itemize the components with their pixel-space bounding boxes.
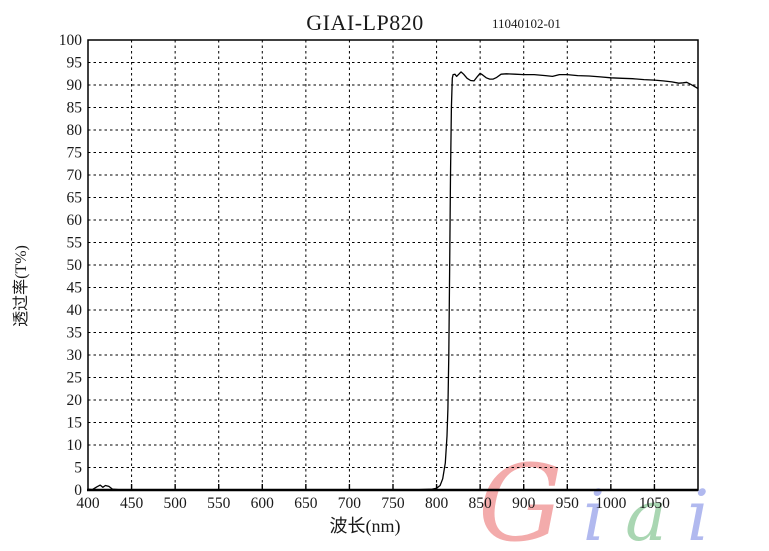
y-tick-label: 0: [74, 482, 82, 499]
y-tick-label: 25: [67, 370, 83, 387]
y-tick-label: 30: [67, 347, 83, 364]
y-tick-label: 35: [67, 325, 83, 342]
chart-title: GIAI-LP820: [306, 10, 424, 35]
y-tick-label: 80: [67, 122, 83, 139]
x-tick-label: 1000: [595, 495, 626, 512]
x-tick-label: 400: [76, 495, 100, 512]
x-tick-label: 850: [469, 495, 493, 512]
x-axis-label: 波长(nm): [329, 516, 401, 536]
y-tick-label: 85: [67, 100, 83, 117]
x-tick-label: 550: [207, 495, 231, 512]
y-tick-label: 40: [67, 302, 83, 319]
y-tick-label: 65: [67, 190, 83, 207]
x-tick-label: 650: [294, 495, 318, 512]
y-tick-label: 75: [67, 145, 83, 162]
x-tick-label: 500: [164, 495, 188, 512]
x-tick-label: 600: [251, 495, 275, 512]
y-tick-label: 50: [67, 257, 83, 274]
x-tick-label: 1050: [639, 495, 670, 512]
y-tick-label: 95: [67, 55, 83, 72]
y-tick-label: 55: [67, 235, 83, 252]
y-tick-label: 15: [67, 415, 83, 432]
x-tick-label: 900: [512, 495, 536, 512]
transmittance-curve: [87, 71, 699, 491]
x-tick-label: 700: [338, 495, 362, 512]
y-tick-label: 5: [74, 460, 82, 477]
chart-subtitle: 11040102-01: [492, 16, 561, 31]
y-tick-label: 10: [67, 437, 83, 454]
y-tick-label: 100: [59, 32, 83, 49]
y-tick-label: 90: [67, 77, 83, 94]
x-tick-label: 750: [381, 495, 405, 512]
y-tick-label: 20: [67, 392, 83, 409]
x-tick-label: 800: [425, 495, 449, 512]
y-tick-label: 70: [67, 167, 83, 184]
x-tick-label: 950: [556, 495, 580, 512]
x-tick-label: 450: [120, 495, 144, 512]
y-tick-label: 45: [67, 280, 83, 297]
y-tick-label: 60: [67, 212, 83, 229]
